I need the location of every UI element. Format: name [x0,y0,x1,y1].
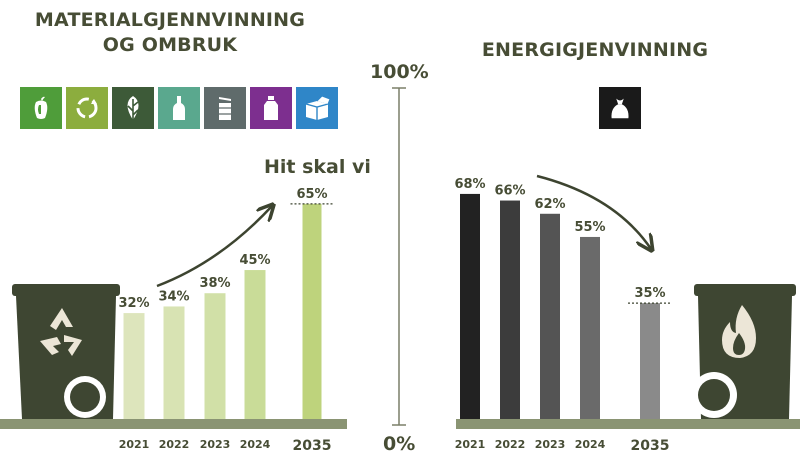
energy-recovery-bars: 68% 2021 66% 2022 62% 2023 55% 2024 35% 2035 [454,177,672,454]
residual-waste-bag-icon [599,87,641,129]
garden-waste-icon [112,87,154,129]
material-bar-2021 [123,313,145,419]
energy-year-label-2035: 2035 [631,438,670,454]
energy-year-label-2023: 2023 [535,438,566,451]
material-recycling-title: MATERIALGJENNVINNING OG OMBRUK [10,8,330,58]
material-bar-2035 [302,203,322,419]
recycle-icon [66,87,108,129]
paper-cardboard-icon [296,87,338,129]
material-year-label-2021: 2021 [119,438,150,451]
energy-value-label-2023: 62% [534,197,565,212]
energy-year-label-2024: 2024 [575,438,606,451]
material-value-label-2021: 32% [118,296,149,311]
energy-value-label-2022: 66% [494,184,525,199]
energy-value-label-2035: 35% [634,286,665,301]
energy-recovery-bin-icon [691,284,796,419]
target-label: Hit skal vi [264,156,371,178]
glass-bottle-icon [158,87,200,129]
energy-bar-2021 [460,193,480,419]
material-value-label-2035: 65% [296,187,327,202]
material-year-label-2035: 2035 [293,438,332,454]
material-bar-2023 [204,293,226,419]
material-year-label-2023: 2023 [200,438,231,451]
material-value-label-2023: 38% [199,276,230,291]
material-year-label-2022: 2022 [159,438,190,451]
right-ground-strip [456,419,800,429]
waste-category-icons [20,87,338,129]
scale-bottom-label: 0% [383,433,416,455]
material-bar-2024 [244,270,266,419]
energy-bar-2024 [580,236,600,419]
left-ground-strip [0,419,347,429]
recycling-bin-icon [12,284,120,419]
energy-value-label-2021: 68% [454,177,485,192]
decrease-arrow [536,174,651,249]
material-recycling-title-line2: OG OMBRUK [102,34,238,56]
energy-value-label-2024: 55% [574,220,605,235]
energy-year-label-2022: 2022 [495,438,526,451]
scale-axis [392,87,406,426]
energy-bar-2035 [640,303,660,419]
energy-recovery-title: ENERGIGJENVINNING [481,39,709,61]
plastic-bottle-icon [250,87,292,129]
material-year-label-2024: 2024 [240,438,271,451]
energy-bar-2023 [540,213,560,419]
energy-bar-2022 [500,200,520,419]
increase-arrow [156,206,272,288]
material-value-label-2022: 34% [158,289,189,304]
metal-can-icon [204,87,246,129]
energy-year-label-2021: 2021 [455,438,486,451]
food-waste-icon [20,87,62,129]
material-recycling-title-line1: MATERIALGJENNVINNING [34,9,306,31]
material-value-label-2024: 45% [239,253,270,268]
material-recycling-bars: 32% 2021 34% 2022 38% 2023 45% 2024 65% 2035 [118,187,334,454]
scale-top-label: 100% [370,61,429,83]
material-bar-2022 [163,306,185,419]
